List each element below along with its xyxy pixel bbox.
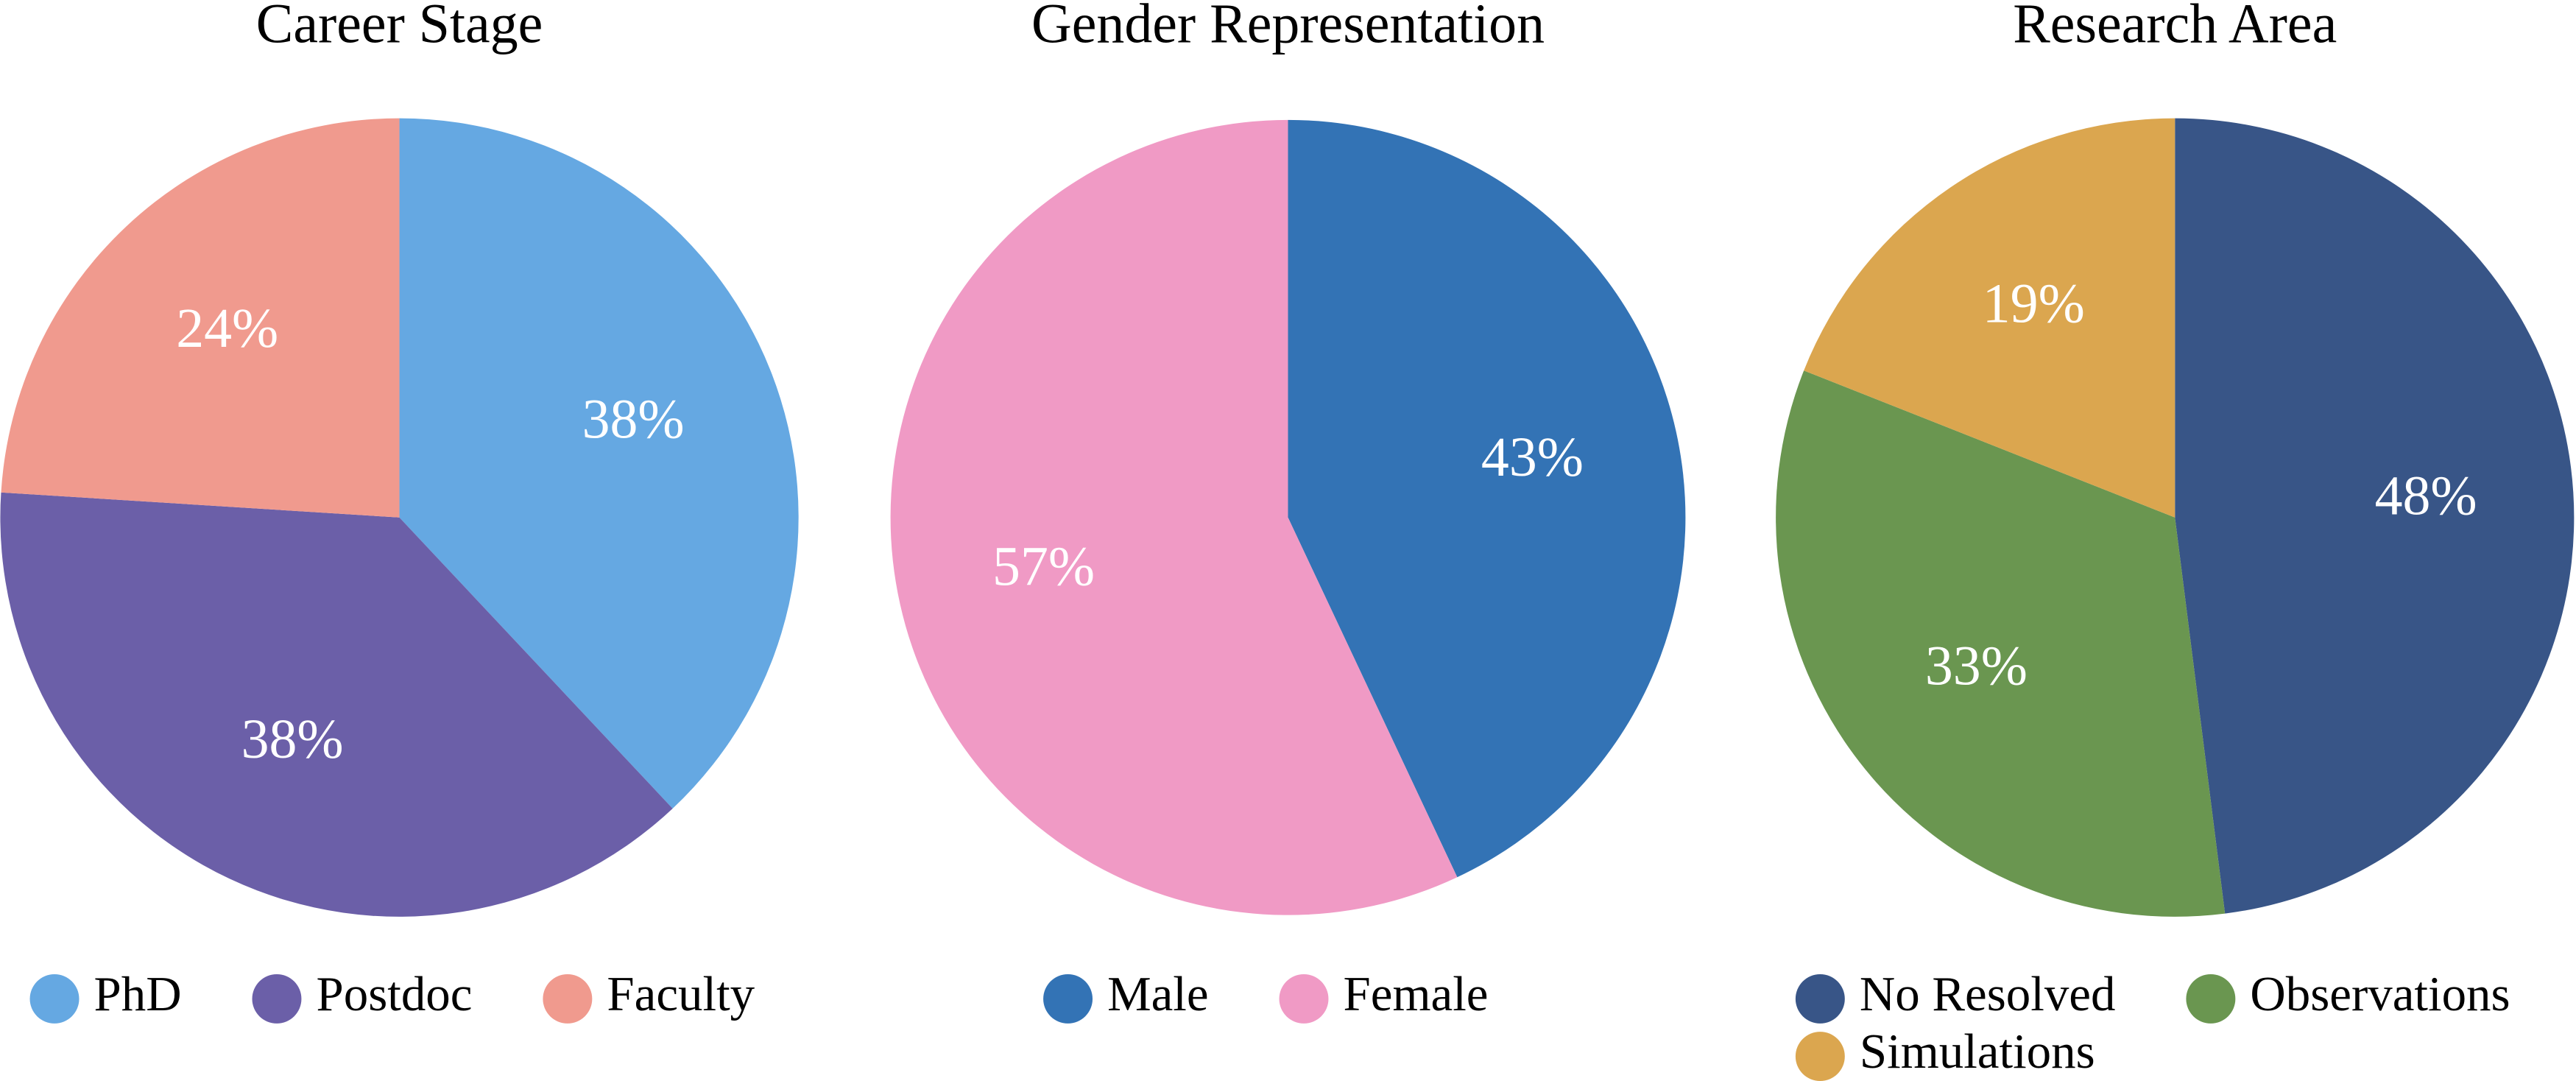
chart-title: Gender Representation (1031, 0, 1545, 55)
legend-marker (1795, 1032, 1845, 1081)
pie-slice (1288, 119, 1686, 878)
legend-marker (29, 973, 80, 1024)
legend-marker (1795, 973, 1845, 1024)
pie-slice (2175, 118, 2575, 914)
value-label: 33% (1925, 635, 2028, 697)
legend-label: Female (1344, 967, 1489, 1021)
legend-marker (252, 973, 302, 1024)
value-label: 19% (1983, 273, 2085, 335)
chart-title: Research Area (2013, 0, 2337, 55)
value-label: 48% (2375, 465, 2477, 527)
value-label: 57% (992, 535, 1095, 597)
pie-slice (890, 119, 1458, 915)
pie-slice (399, 118, 799, 809)
legend-label: Observations (2250, 967, 2510, 1021)
legend-label: PhD (94, 967, 182, 1021)
pie-slice (1, 118, 400, 518)
legend-marker (2186, 973, 2236, 1024)
legend-label: Postdoc (317, 967, 473, 1021)
value-label: 38% (241, 708, 344, 770)
value-label: 24% (176, 297, 278, 359)
pie-slice (1804, 118, 2176, 518)
legend-label: Simulations (1860, 1024, 2095, 1079)
pie-slice (0, 492, 673, 917)
legend-label: Male (1107, 967, 1209, 1021)
legend-marker (543, 973, 593, 1024)
legend-label: No Resolved (1860, 967, 2116, 1021)
legend-marker (1043, 973, 1093, 1024)
value-label: 43% (1481, 426, 1584, 488)
value-label: 38% (582, 388, 685, 450)
chart-title: Career Stage (256, 0, 543, 55)
legend-marker (1279, 973, 1329, 1024)
pie-slice (1776, 370, 2226, 917)
legend-label: Faculty (607, 967, 755, 1021)
